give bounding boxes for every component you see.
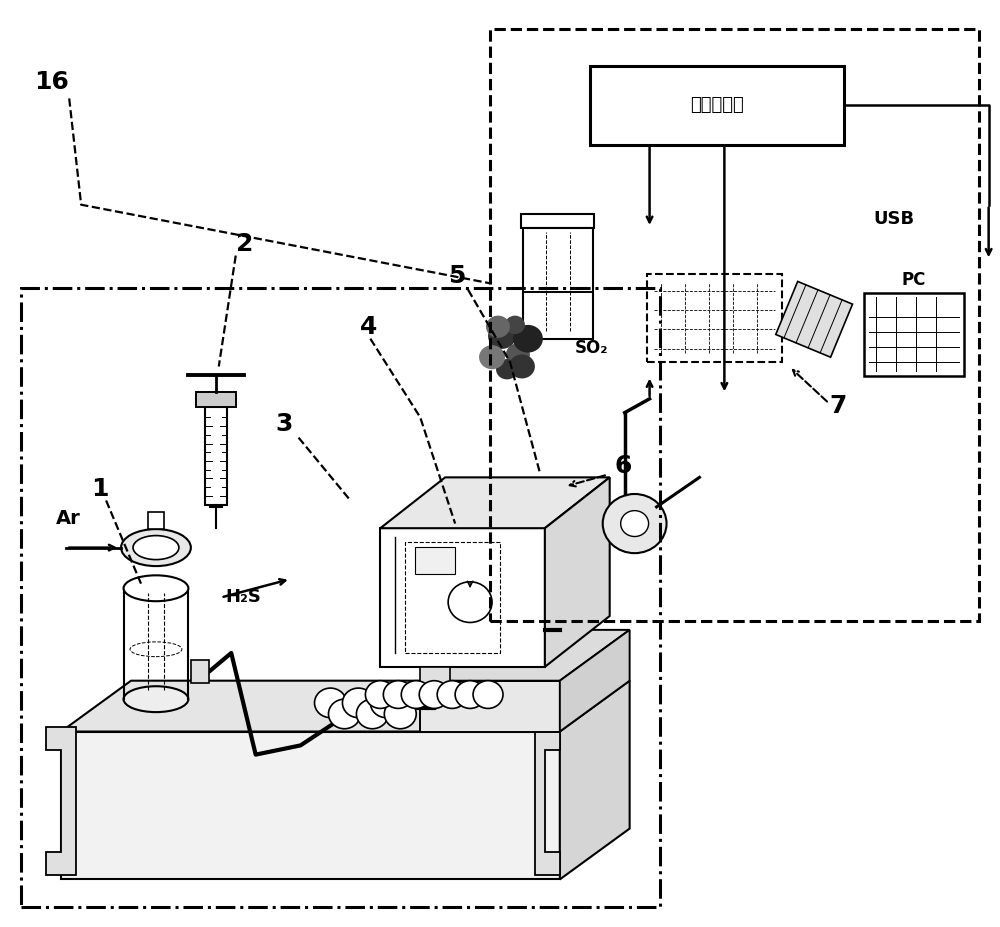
Text: 3: 3 xyxy=(276,413,293,436)
Polygon shape xyxy=(560,629,630,731)
Polygon shape xyxy=(380,528,545,667)
Circle shape xyxy=(505,315,525,334)
Bar xyxy=(405,542,500,653)
Bar xyxy=(196,392,236,407)
Text: 控制电路板: 控制电路板 xyxy=(690,96,744,114)
Bar xyxy=(21,288,660,908)
Circle shape xyxy=(401,680,431,708)
Polygon shape xyxy=(420,629,630,680)
Circle shape xyxy=(513,324,543,352)
Bar xyxy=(521,214,594,228)
Bar xyxy=(148,513,164,529)
Bar xyxy=(420,667,450,685)
Circle shape xyxy=(448,582,492,622)
Polygon shape xyxy=(61,680,630,731)
Polygon shape xyxy=(420,680,560,731)
Circle shape xyxy=(509,354,535,378)
Circle shape xyxy=(455,680,485,708)
Circle shape xyxy=(342,688,374,717)
Bar xyxy=(647,274,782,362)
Circle shape xyxy=(486,315,510,337)
Polygon shape xyxy=(545,477,610,667)
Bar xyxy=(191,660,209,682)
Polygon shape xyxy=(776,282,853,357)
Text: 1: 1 xyxy=(91,476,109,501)
Circle shape xyxy=(621,511,649,537)
Polygon shape xyxy=(61,731,560,880)
Polygon shape xyxy=(46,727,76,875)
Polygon shape xyxy=(535,727,560,875)
Bar xyxy=(523,228,593,338)
Circle shape xyxy=(315,688,346,717)
Ellipse shape xyxy=(133,536,179,560)
Ellipse shape xyxy=(124,576,188,602)
Text: SO₂: SO₂ xyxy=(575,338,608,357)
Circle shape xyxy=(603,494,667,553)
Circle shape xyxy=(437,680,467,708)
Polygon shape xyxy=(560,680,630,880)
Text: PC: PC xyxy=(902,271,926,289)
Circle shape xyxy=(496,359,518,379)
Text: 16: 16 xyxy=(34,70,69,95)
Bar xyxy=(205,407,227,505)
Circle shape xyxy=(506,343,530,365)
Text: H₂S: H₂S xyxy=(226,588,262,606)
Text: USB: USB xyxy=(873,210,914,228)
Circle shape xyxy=(473,680,503,708)
Text: 7: 7 xyxy=(829,394,846,418)
Circle shape xyxy=(419,680,449,708)
Text: 2: 2 xyxy=(236,232,253,256)
Bar xyxy=(590,66,844,145)
Text: 5: 5 xyxy=(448,264,466,288)
Text: 4: 4 xyxy=(360,315,378,339)
Circle shape xyxy=(365,680,395,708)
Circle shape xyxy=(370,688,402,717)
Circle shape xyxy=(384,699,416,729)
Circle shape xyxy=(479,345,505,369)
Ellipse shape xyxy=(124,686,188,712)
Circle shape xyxy=(488,323,516,349)
Bar xyxy=(415,547,455,575)
Text: Ar: Ar xyxy=(56,509,81,527)
Bar xyxy=(864,293,964,375)
Circle shape xyxy=(328,699,360,729)
Polygon shape xyxy=(380,477,610,528)
Bar xyxy=(490,29,979,620)
Circle shape xyxy=(383,680,413,708)
Circle shape xyxy=(356,699,388,729)
Text: 6: 6 xyxy=(615,453,632,477)
Ellipse shape xyxy=(121,529,191,566)
